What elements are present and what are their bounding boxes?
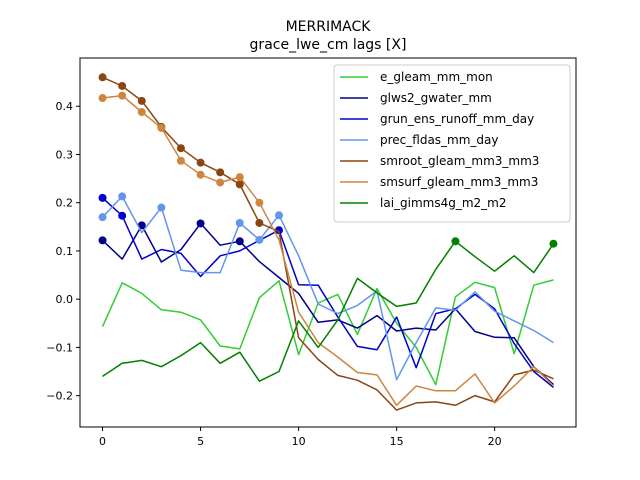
series-point-smsurf_gleam_mm3_mm3 bbox=[235, 173, 244, 182]
series-point-prec_fldas_mm_day bbox=[235, 218, 244, 227]
series-point-prec_fldas_mm_day bbox=[274, 211, 283, 220]
y-tick-label: 0.4 bbox=[56, 100, 74, 113]
series-point-grun_ens_runoff_mm_day bbox=[98, 193, 107, 202]
y-tick-label: 0.2 bbox=[56, 197, 74, 210]
series-point-prec_fldas_mm_day bbox=[118, 192, 127, 201]
series-point-smroot_gleam_mm3_mm3 bbox=[98, 73, 107, 82]
legend-box bbox=[333, 64, 571, 223]
x-tick-label: 20 bbox=[488, 435, 502, 448]
y-tick-label: 0.0 bbox=[56, 293, 74, 306]
x-tick-label: 0 bbox=[99, 435, 106, 448]
series-point-smroot_gleam_mm3_mm3 bbox=[196, 158, 205, 167]
legend-label-e_gleam_mm_mon: e_gleam_mm_mon bbox=[380, 70, 493, 84]
x-tick-label: 10 bbox=[292, 435, 306, 448]
series-point-smroot_gleam_mm3_mm3 bbox=[176, 144, 185, 153]
legend-label-smsurf_gleam_mm3_mm3: smsurf_gleam_mm3_mm3 bbox=[380, 175, 538, 189]
series-point-smroot_gleam_mm3_mm3 bbox=[137, 96, 146, 105]
legend-label-glws2_gwater_mm: glws2_gwater_mm bbox=[380, 91, 492, 105]
series-point-smsurf_gleam_mm3_mm3 bbox=[255, 198, 264, 207]
series-line-smroot_gleam_mm3_mm3 bbox=[102, 76, 554, 411]
series-point-prec_fldas_mm_day bbox=[98, 213, 107, 222]
series-line-glws2_gwater_mm bbox=[101, 222, 555, 386]
series-line-lai_gimms4g_m2_m2 bbox=[102, 240, 555, 382]
series-point-smsurf_gleam_mm3_mm3 bbox=[157, 123, 166, 132]
series-point-smsurf_gleam_mm3_mm3 bbox=[176, 156, 185, 165]
series-point-lai_gimms4g_m2_m2 bbox=[451, 237, 460, 246]
legend-label-smroot_gleam_mm3_mm3: smroot_gleam_mm3_mm3 bbox=[380, 154, 539, 168]
chart-title: MERRIMACK bbox=[286, 19, 372, 35]
series-point-glws2_gwater_mm bbox=[98, 236, 107, 245]
series-line-e_gleam_mm_mon bbox=[101, 279, 554, 386]
y-tick-label: −0.1 bbox=[46, 341, 73, 354]
series-point-smroot_gleam_mm3_mm3 bbox=[118, 81, 127, 90]
series-point-smroot_gleam_mm3_mm3 bbox=[235, 180, 244, 189]
legend-label-lai_gimms4g_m2_m2: lai_gimms4g_m2_m2 bbox=[380, 196, 507, 210]
series-point-prec_fldas_mm_day bbox=[255, 235, 264, 244]
series-point-smroot_gleam_mm3_mm3 bbox=[255, 218, 264, 227]
series-point-lai_gimms4g_m2_m2 bbox=[549, 239, 558, 248]
plot-frame bbox=[79, 57, 577, 428]
series-point-grun_ens_runoff_mm_day bbox=[118, 211, 127, 220]
legend-label-prec_fldas_mm_day: prec_fldas_mm_day bbox=[380, 133, 499, 147]
series-point-smsurf_gleam_mm3_mm3 bbox=[216, 178, 225, 187]
y-tick-label: 0.1 bbox=[56, 245, 74, 258]
chart-subtitle: grace_lwe_cm lags [X] bbox=[250, 37, 407, 53]
x-tick-label: 15 bbox=[390, 435, 404, 448]
series-line-grun_ens_runoff_mm_day bbox=[101, 197, 554, 388]
series-line-prec_fldas_mm_day bbox=[101, 195, 554, 381]
series-point-smsurf_gleam_mm3_mm3 bbox=[196, 170, 205, 179]
axes-layer: 0 5 10 15 20 −0.2 −0.1 0.0 0.1 0.2 0.3 0.4 bbox=[46, 57, 577, 448]
series-point-grun_ens_runoff_mm_day bbox=[274, 226, 283, 235]
x-tick-label: 5 bbox=[197, 435, 204, 448]
series-point-smsurf_gleam_mm3_mm3 bbox=[98, 94, 107, 103]
y-tick-label: 0.3 bbox=[56, 148, 74, 161]
series-point-prec_fldas_mm_day bbox=[157, 203, 166, 212]
legend: e_gleam_mm_mon glws2_gwater_mm grun_ens_ru… bbox=[333, 64, 571, 223]
series-point-smsurf_gleam_mm3_mm3 bbox=[137, 108, 146, 117]
series-point-glws2_gwater_mm bbox=[196, 219, 205, 228]
series-line-smsurf_gleam_mm3_mm3 bbox=[102, 94, 555, 407]
series-point-glws2_gwater_mm bbox=[235, 237, 244, 246]
series-layer bbox=[98, 73, 558, 411]
series-point-smroot_gleam_mm3_mm3 bbox=[216, 168, 225, 177]
y-tick-label: −0.2 bbox=[46, 390, 73, 403]
legend-label-grun_ens_runoff_mm_day: grun_ens_runoff_mm_day bbox=[380, 112, 534, 126]
series-point-smsurf_gleam_mm3_mm3 bbox=[118, 91, 127, 100]
